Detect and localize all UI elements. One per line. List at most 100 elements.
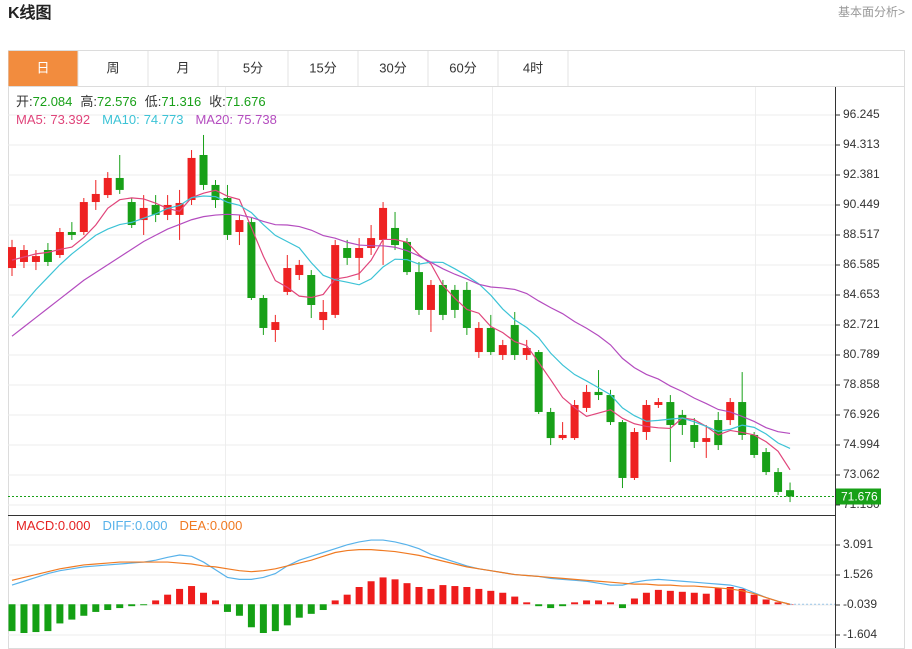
candle-body xyxy=(19,250,28,262)
readout-label: 高: xyxy=(80,94,97,109)
macd-bar xyxy=(726,587,734,605)
macd-bar xyxy=(678,591,686,605)
tab-background[interactable] xyxy=(78,51,148,86)
tab-label[interactable]: 5分 xyxy=(243,60,263,75)
macd-bar xyxy=(200,592,208,605)
candle-body xyxy=(175,202,184,215)
tab-background[interactable] xyxy=(218,51,288,86)
macd-bar xyxy=(331,600,339,605)
macd-bar xyxy=(499,592,507,605)
macd-bar xyxy=(68,604,76,620)
y-tick-label: 84.653 xyxy=(843,287,880,301)
tab-label[interactable]: 30分 xyxy=(379,60,406,75)
macd-bar xyxy=(774,602,782,605)
macd-bar xyxy=(391,579,399,605)
tab-label[interactable]: 日 xyxy=(36,60,49,75)
macd-bar xyxy=(451,586,459,605)
tab-label[interactable]: 周 xyxy=(106,60,119,75)
macd-bar xyxy=(415,587,423,605)
candle-body xyxy=(630,432,639,478)
candle-body xyxy=(235,220,244,233)
widget-title: K线图 xyxy=(8,3,52,22)
candle-body xyxy=(127,202,136,226)
candle-body xyxy=(678,414,687,426)
macd-bar xyxy=(379,577,387,605)
candle-body xyxy=(115,177,124,190)
macd-bar xyxy=(271,604,279,632)
macd-bar xyxy=(247,604,255,628)
tab-label[interactable]: 月 xyxy=(176,60,189,75)
candle-body xyxy=(187,157,196,201)
candle-body xyxy=(594,391,603,396)
candle-body xyxy=(67,232,76,235)
macd-bar xyxy=(20,604,28,634)
candle-body xyxy=(139,207,148,221)
candle-body xyxy=(163,204,172,215)
macd-bar xyxy=(152,600,160,605)
macd-bar xyxy=(559,604,567,607)
tab-label[interactable]: 4时 xyxy=(523,60,543,75)
y-tick-label: 80.789 xyxy=(843,347,880,361)
readout-label: 收: xyxy=(209,94,226,109)
candle-body xyxy=(283,268,292,292)
macd-bar xyxy=(176,588,184,605)
tab-background[interactable] xyxy=(358,51,428,86)
tab-label[interactable]: 60分 xyxy=(449,60,476,75)
candle-body xyxy=(343,248,352,258)
candle-body xyxy=(403,241,412,273)
candle-body xyxy=(774,472,783,492)
candle-body xyxy=(510,325,519,355)
tab-background[interactable] xyxy=(288,51,358,86)
candle-body xyxy=(259,298,268,328)
candle-body xyxy=(31,256,40,262)
readout-value: 71.676 xyxy=(226,94,266,109)
macd-bar xyxy=(595,600,603,605)
macd-bar xyxy=(80,604,88,616)
candle-body xyxy=(79,202,88,233)
legend-value: 74.773 xyxy=(144,112,184,127)
current-price-label: 71.676 xyxy=(841,490,878,504)
readout-label: 开: xyxy=(16,94,33,109)
candle-body xyxy=(486,327,495,353)
macd-line xyxy=(11,549,791,605)
macd-bar xyxy=(283,604,291,626)
candle-body xyxy=(714,420,723,446)
legend-name: MA5: xyxy=(16,112,46,127)
tab-label[interactable]: 15分 xyxy=(309,60,336,75)
macd-bar xyxy=(642,592,650,605)
candle-body xyxy=(546,411,555,439)
y-tick-label: 90.449 xyxy=(843,197,880,211)
macd-bar xyxy=(487,590,495,605)
fundamental-link[interactable]: 基本面分析> xyxy=(838,5,905,19)
tab-background[interactable] xyxy=(8,51,78,86)
macd-bar xyxy=(44,604,52,632)
y-tick-label: 88.517 xyxy=(843,227,880,241)
y-tick-label: -0.039 xyxy=(843,597,877,611)
y-tick-label: 3.091 xyxy=(843,537,873,551)
candle-body xyxy=(666,402,675,426)
candle-body xyxy=(438,284,447,315)
candle-body xyxy=(558,434,567,439)
macd-bar xyxy=(367,581,375,605)
tab-background[interactable] xyxy=(498,51,568,86)
macd-bar xyxy=(92,604,100,612)
candle-body xyxy=(379,207,388,240)
candle-body xyxy=(702,438,711,442)
macd-bar xyxy=(128,604,136,607)
tab-background[interactable] xyxy=(428,51,498,86)
tab-background[interactable] xyxy=(148,51,218,86)
candle-body xyxy=(271,322,280,330)
legend-value: 0.000 xyxy=(210,518,243,533)
macd-bar xyxy=(762,599,770,605)
macd-bar xyxy=(188,586,196,605)
macd-bar xyxy=(56,604,64,624)
candle-body xyxy=(199,154,208,185)
candle-body xyxy=(474,327,483,353)
macd-bar xyxy=(32,604,40,633)
legend-value: 0.000 xyxy=(135,518,168,533)
ohlc-readout: 开:72.084 高:72.576 低:71.316 收:71.676 xyxy=(16,94,266,109)
candle-body xyxy=(223,198,232,235)
macd-bar xyxy=(666,590,674,605)
legend-name: MA20: xyxy=(195,112,233,127)
